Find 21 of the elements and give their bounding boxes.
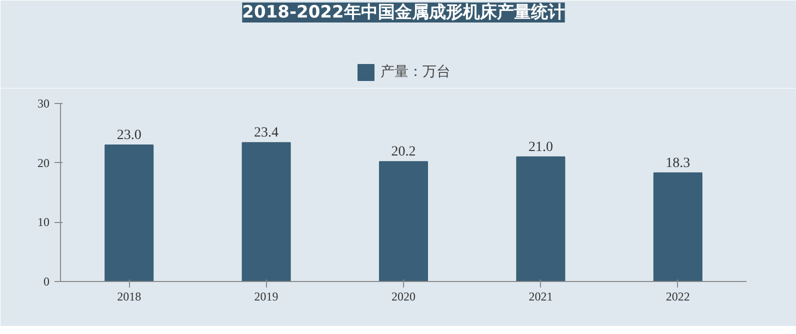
x-tick-label: 2019 xyxy=(254,290,278,304)
text: 18.3 xyxy=(666,156,690,171)
x-tick-label: 2022 xyxy=(666,290,690,304)
bar xyxy=(104,144,154,282)
y-tick-label: 0 xyxy=(44,274,50,288)
y-tick-label: 20 xyxy=(38,156,50,170)
text: 23.0 xyxy=(116,128,142,144)
y-tick-label: 10 xyxy=(38,215,50,230)
bar xyxy=(378,161,428,282)
x-tick-label: 2020 xyxy=(392,290,416,304)
text: 20.2 xyxy=(391,144,416,160)
bar xyxy=(653,172,702,282)
chart-title: 2018-2022年中国金属成形机床产量统计 xyxy=(242,2,565,22)
text: 23.4 xyxy=(254,126,279,141)
y-tick-label: 30 xyxy=(38,96,50,110)
x-tick-label: 2018 xyxy=(117,290,142,304)
text: 21.0 xyxy=(528,140,553,155)
bar xyxy=(242,142,291,282)
bar xyxy=(516,156,566,282)
legend-label: 产量：万台 xyxy=(380,63,450,81)
x-tick-label: 2021 xyxy=(528,290,553,304)
